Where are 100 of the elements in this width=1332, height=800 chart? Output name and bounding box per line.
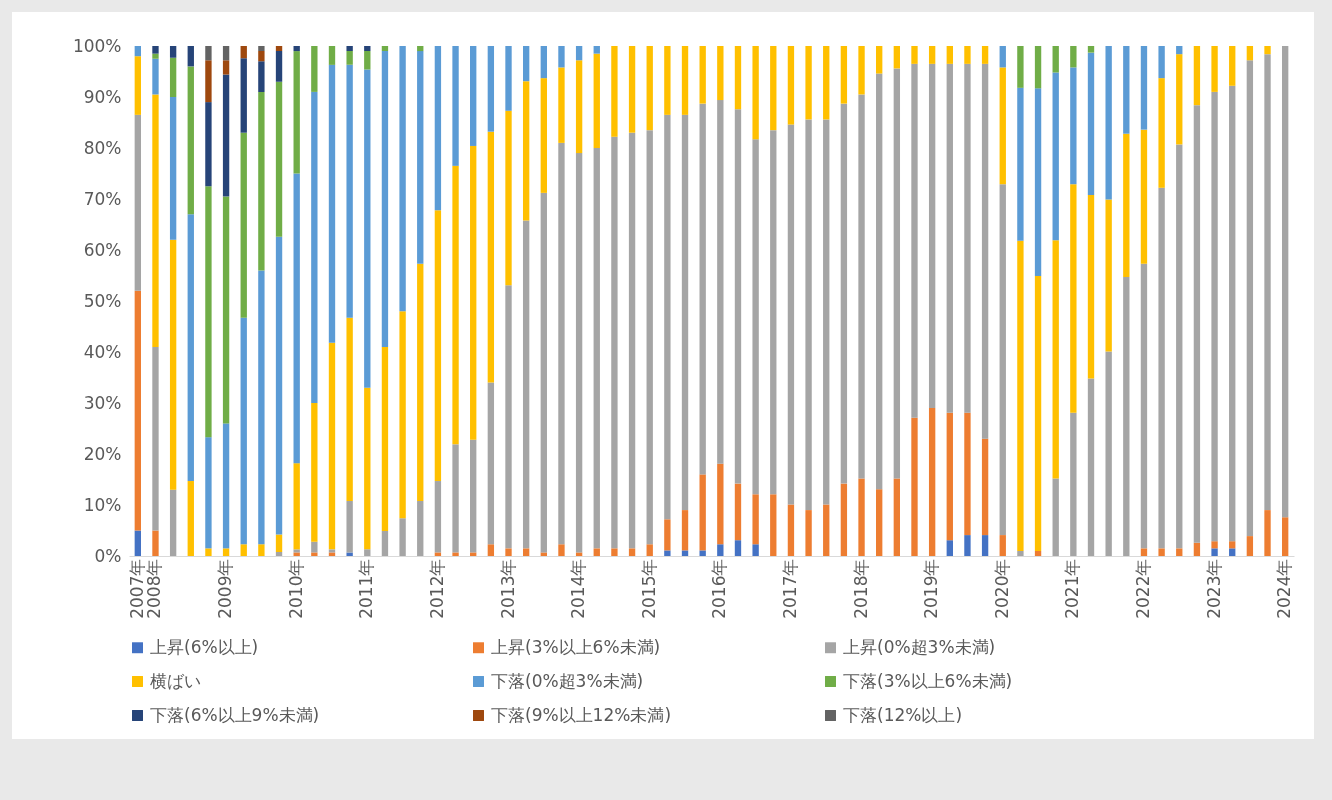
- bar: [346, 64, 353, 318]
- y-tick-label: 40%: [83, 341, 122, 362]
- x-tick-label: 2011年: [356, 558, 377, 619]
- bar: [946, 63, 953, 413]
- bar: [1158, 548, 1165, 556]
- bar: [328, 342, 336, 550]
- bar: [858, 478, 865, 556]
- bar: [1140, 548, 1148, 556]
- bar: [646, 130, 653, 545]
- bar: [417, 46, 424, 52]
- bar: [275, 81, 283, 237]
- bar: [1052, 72, 1059, 241]
- bar: [222, 196, 230, 424]
- bar: [240, 544, 247, 556]
- bar: [522, 548, 530, 556]
- bar: [1158, 46, 1165, 79]
- bar: [311, 46, 318, 92]
- bar: [434, 552, 442, 556]
- bar: [558, 544, 565, 556]
- bar: [487, 544, 495, 556]
- bar: [1017, 87, 1024, 241]
- bar: [275, 551, 283, 556]
- bar: [1017, 550, 1024, 556]
- bar: [1211, 548, 1218, 556]
- bar: [346, 46, 353, 52]
- bar: [717, 100, 724, 464]
- bar: [293, 46, 300, 52]
- bar: [417, 500, 424, 556]
- bar: [1176, 54, 1183, 145]
- bar: [1070, 412, 1077, 556]
- bar: [770, 130, 777, 495]
- bar: [505, 548, 512, 556]
- bar: [293, 463, 300, 550]
- bar: [134, 46, 141, 57]
- bar: [152, 530, 159, 556]
- bar: [1052, 240, 1059, 479]
- bar: [840, 103, 848, 484]
- bar: [928, 408, 936, 556]
- bar: [999, 67, 1006, 185]
- bar: [752, 544, 759, 556]
- bar: [346, 317, 353, 501]
- bar: [823, 46, 830, 120]
- bar: [240, 58, 247, 133]
- x-tick-label: 2022年: [1132, 558, 1153, 619]
- bar: [364, 549, 371, 556]
- bar: [593, 46, 600, 54]
- bar: [134, 530, 141, 556]
- bar: [1140, 129, 1148, 264]
- bar: [258, 51, 265, 62]
- bar: [981, 535, 989, 556]
- bar: [1264, 46, 1271, 55]
- bar: [205, 102, 212, 187]
- bar: [981, 46, 989, 64]
- bar: [981, 438, 989, 536]
- bar: [522, 81, 530, 221]
- bar: [1158, 187, 1165, 549]
- bar: [381, 46, 389, 52]
- bar: [1229, 548, 1236, 556]
- x-tick-label: 2016年: [709, 558, 730, 619]
- bar: [1211, 541, 1218, 549]
- bar: [1193, 105, 1201, 543]
- x-tick-label: 2012年: [426, 558, 447, 619]
- bar: [1034, 276, 1042, 551]
- bar: [311, 91, 318, 403]
- x-tick-label: 2021年: [1062, 558, 1083, 619]
- bar: [664, 550, 671, 556]
- bar: [1193, 542, 1201, 556]
- bar: [964, 412, 971, 536]
- bar: [470, 552, 477, 556]
- bar: [258, 270, 265, 545]
- y-tick-label: 60%: [83, 239, 122, 260]
- bar: [770, 494, 777, 556]
- bar: [946, 412, 953, 541]
- bar: [169, 97, 177, 240]
- bar: [381, 346, 389, 532]
- bar: [470, 46, 477, 146]
- bar: [770, 46, 777, 131]
- bar: [734, 109, 742, 484]
- bar: [664, 519, 671, 551]
- bar: [593, 53, 600, 148]
- bar: [187, 481, 194, 556]
- bar: [928, 46, 936, 64]
- bar: [1034, 88, 1042, 277]
- bar: [1246, 46, 1254, 61]
- bar: [840, 46, 848, 104]
- bar: [664, 114, 671, 520]
- bar: [293, 173, 300, 464]
- bar: [152, 46, 159, 54]
- bar: [1123, 46, 1130, 134]
- bar: [1070, 46, 1077, 68]
- bar: [258, 544, 265, 556]
- bar: [187, 66, 194, 215]
- x-tick-label: 2024年: [1274, 558, 1295, 619]
- bar: [381, 531, 389, 556]
- bar: [169, 489, 177, 556]
- bar: [593, 148, 600, 549]
- bar: [981, 63, 989, 439]
- bar: [999, 46, 1006, 68]
- bar: [1211, 91, 1218, 542]
- bar: [222, 60, 230, 75]
